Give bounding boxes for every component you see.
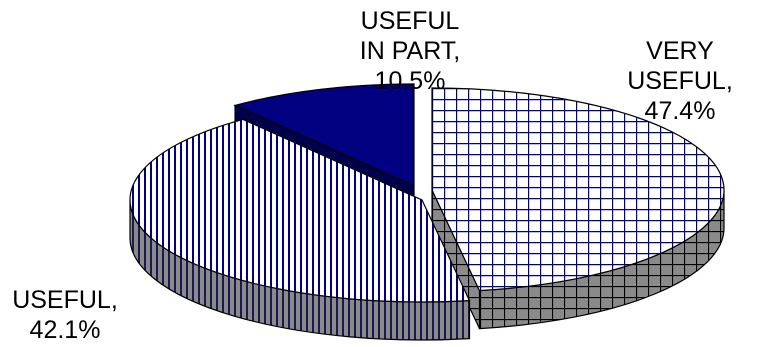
slice-label-useful: USEFUL, 42.1% (0, 285, 130, 345)
slice-pct: 10.5% (374, 67, 446, 95)
slice-top-2 (233, 83, 415, 187)
slice-top-0 (431, 87, 725, 292)
slice-label-very-useful: VERY USEFUL, 47.4% (610, 36, 750, 126)
slice-label-line: USEFUL (360, 7, 460, 35)
slice-label-line: VERY (646, 37, 714, 65)
slice-pct: 47.4% (644, 97, 716, 125)
slice-label-line: USEFUL, (12, 286, 118, 314)
slice-label-line: IN PART, (359, 37, 461, 65)
slice-label-useful-in-part: USEFUL IN PART, 10.5% (340, 6, 480, 96)
slice-label-line: USEFUL, (627, 67, 733, 95)
slice-top-1 (129, 118, 471, 303)
slice-pct: 42.1% (29, 316, 101, 344)
